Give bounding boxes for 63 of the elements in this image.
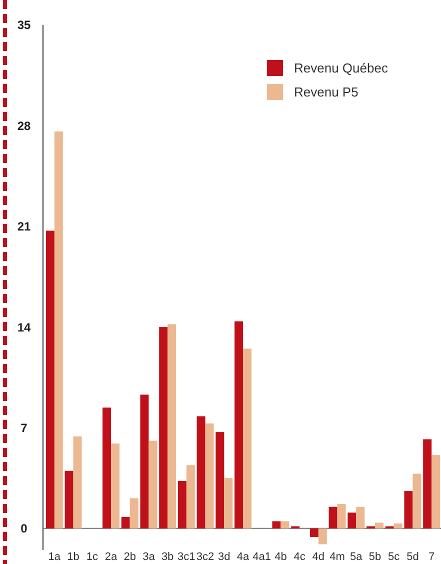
bar: [178, 480, 186, 528]
x-tick-label: 4c: [294, 551, 306, 563]
bar: [272, 521, 281, 528]
bar: [148, 440, 158, 528]
bar: [280, 521, 290, 528]
bar: [394, 523, 402, 528]
bar: [159, 327, 168, 528]
x-tick-label: 2a: [104, 551, 118, 563]
x-tick-label: 3c1: [178, 551, 196, 563]
bar: [356, 506, 365, 528]
bar: [412, 474, 422, 528]
x-tick-label: 7: [428, 551, 435, 563]
bar: [224, 478, 233, 528]
bar: [216, 432, 224, 528]
y-tick-label: 0: [20, 522, 28, 536]
bar: [404, 491, 413, 528]
legend-label: Revenu P5: [294, 84, 358, 100]
bar: [310, 528, 318, 538]
x-tick-label: 5d: [406, 551, 419, 563]
bar: [102, 408, 111, 528]
x-tick-label: 4b: [274, 551, 287, 563]
bar: [328, 506, 338, 528]
y-tick-label: 21: [17, 220, 31, 234]
y-tick-label: 14: [17, 320, 31, 334]
bar: [186, 465, 195, 528]
bar: [243, 348, 252, 528]
bar: [111, 444, 120, 528]
y-tick-label: 28: [17, 118, 31, 133]
bar: [196, 416, 206, 528]
bar: [432, 455, 440, 528]
bar: [168, 324, 176, 528]
x-tick-label: 1c: [86, 551, 98, 563]
x-tick-label: 3b: [161, 551, 174, 563]
x-tick-label: 1a: [48, 551, 62, 563]
y-tick-label: 7: [20, 420, 28, 435]
bar: [234, 321, 243, 528]
x-tick-label: 4a: [236, 551, 250, 563]
x-tick-label: 3a: [142, 551, 156, 563]
bar: [46, 230, 54, 528]
bar: [73, 436, 82, 528]
x-tick-label: 5b: [368, 551, 382, 563]
x-tick-label: 2b: [124, 551, 136, 563]
bar: [337, 504, 346, 528]
legend-label: Revenu Québec: [294, 60, 388, 76]
bar: [423, 439, 432, 528]
x-tick-label: 3c2: [196, 551, 214, 563]
bar: [205, 423, 214, 528]
y-tick-label: 35: [17, 18, 31, 32]
bar: [348, 512, 356, 528]
x-tick-label: 5a: [350, 551, 364, 563]
bar: [54, 131, 63, 528]
x-tick-label: 1b: [67, 551, 80, 563]
x-tick-label: 4a1: [252, 551, 272, 563]
bar: [375, 522, 384, 528]
x-tick-label: 3d: [218, 551, 230, 563]
bar: [121, 516, 130, 528]
bar: [64, 470, 74, 528]
bar: [130, 498, 138, 528]
x-tick-label: 5c: [388, 551, 400, 563]
bar: [318, 528, 327, 544]
x-tick-label: 4d: [312, 551, 325, 563]
bar: [140, 394, 149, 528]
x-tick-label: 4m: [330, 551, 345, 563]
